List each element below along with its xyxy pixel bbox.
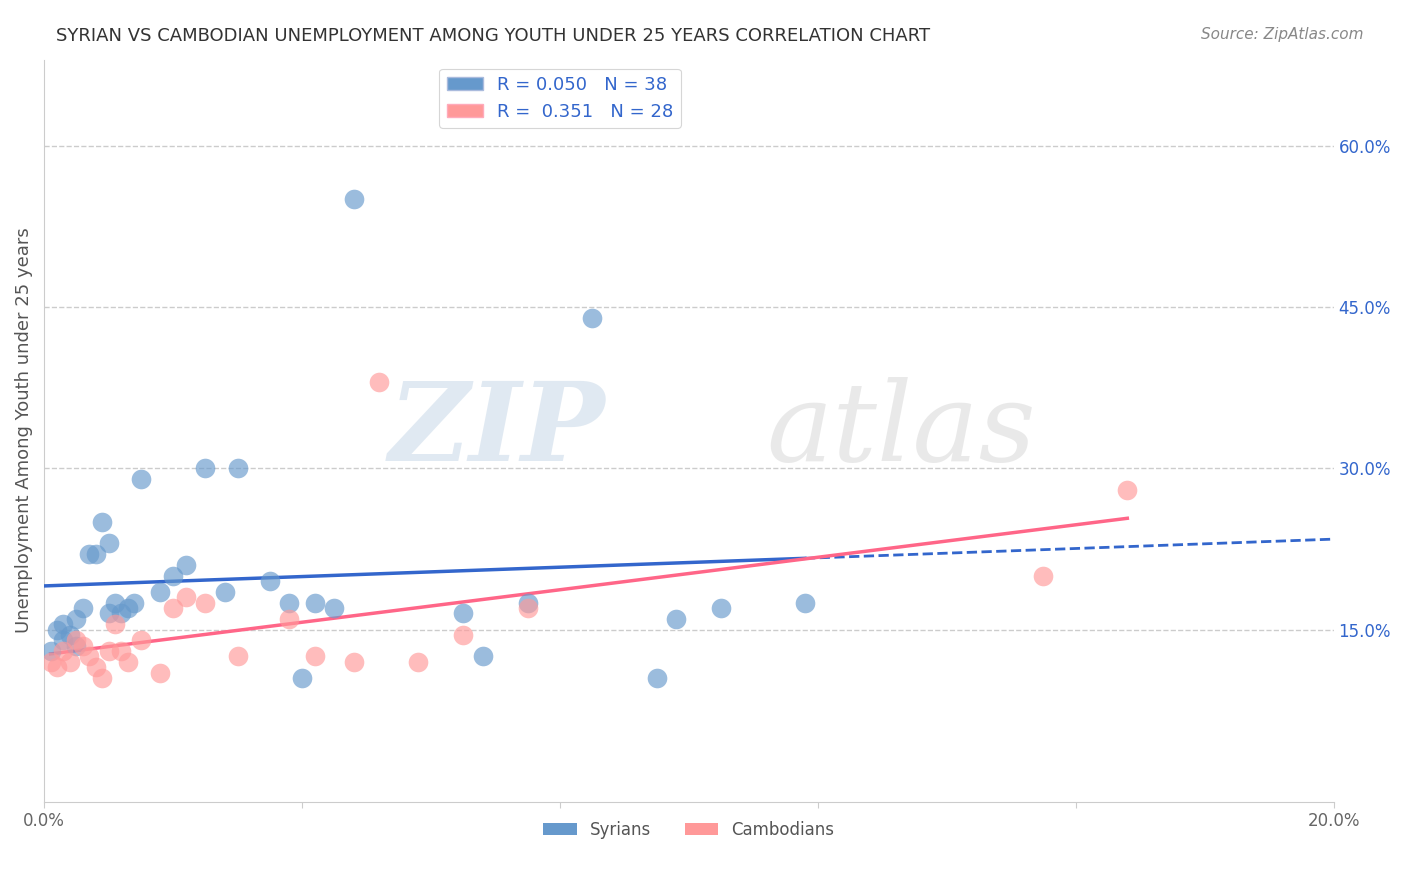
Point [72,639,94,653]
Point [65,612,87,626]
Point [174,558,197,572]
Point [304,649,326,664]
Point [342,655,364,669]
Point [97,644,120,658]
Point [516,596,538,610]
Point [581,310,603,325]
Point [46,623,69,637]
Point [226,649,249,664]
Point [451,607,474,621]
Point [406,655,429,669]
Point [39,655,62,669]
Point [91,515,114,529]
Point [278,612,301,626]
Point [162,601,184,615]
Point [451,628,474,642]
Point [129,472,152,486]
Point [645,671,668,685]
Point [291,671,314,685]
Y-axis label: Unemployment Among Youth under 25 years: Unemployment Among Youth under 25 years [15,227,32,633]
Point [91,671,114,685]
Point [52,617,75,632]
Point [77,649,100,664]
Point [278,596,301,610]
Point [59,628,82,642]
Point [149,585,172,599]
Point [342,193,364,207]
Point [104,617,127,632]
Point [214,585,236,599]
Point [110,607,132,621]
Point [97,536,120,550]
Point [65,633,87,648]
Point [710,601,733,615]
Point [194,596,217,610]
Point [104,596,127,610]
Point [124,596,146,610]
Point [194,461,217,475]
Text: Source: ZipAtlas.com: Source: ZipAtlas.com [1201,27,1364,42]
Point [52,644,75,658]
Point [59,655,82,669]
Text: SYRIAN VS CAMBODIAN UNEMPLOYMENT AMONG YOUTH UNDER 25 YEARS CORRELATION CHART: SYRIAN VS CAMBODIAN UNEMPLOYMENT AMONG Y… [56,27,931,45]
Point [52,633,75,648]
Point [226,461,249,475]
Point [110,644,132,658]
Point [39,644,62,658]
Point [1116,483,1139,497]
Point [665,612,688,626]
Point [162,568,184,582]
Point [84,547,107,561]
Point [1032,568,1054,582]
Point [516,601,538,615]
Point [129,633,152,648]
Point [77,547,100,561]
Point [117,655,139,669]
Point [97,607,120,621]
Point [46,660,69,674]
Point [368,375,391,389]
Point [72,601,94,615]
Point [304,596,326,610]
Point [65,639,87,653]
Legend: Syrians, Cambodians: Syrians, Cambodians [537,814,841,846]
Text: atlas: atlas [766,376,1036,484]
Point [323,601,346,615]
Point [149,665,172,680]
Point [117,601,139,615]
Point [793,596,815,610]
Text: ZIP: ZIP [388,376,605,484]
Point [471,649,494,664]
Point [84,660,107,674]
Point [259,574,281,588]
Point [174,591,197,605]
